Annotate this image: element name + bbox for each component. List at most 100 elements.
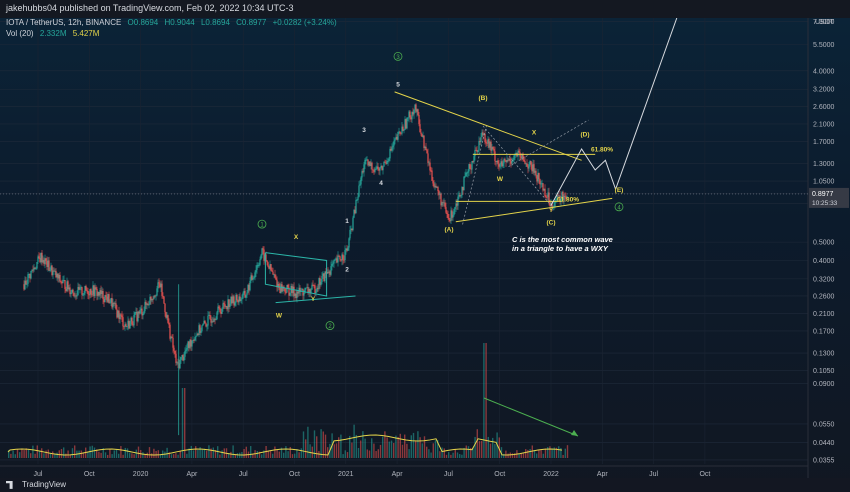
candle-body bbox=[478, 141, 480, 151]
candle-body bbox=[119, 314, 121, 320]
candle-body bbox=[250, 275, 252, 281]
candle-body bbox=[443, 202, 445, 204]
candle-body bbox=[542, 183, 544, 191]
candle-body bbox=[495, 161, 497, 163]
volume-bar bbox=[474, 436, 476, 458]
candle-body bbox=[242, 293, 244, 299]
candle-body bbox=[466, 172, 468, 174]
candle-body bbox=[451, 210, 453, 218]
price-tick-label: 0.0550 bbox=[813, 421, 835, 428]
candle-body bbox=[92, 285, 94, 295]
volume-bar bbox=[353, 424, 355, 458]
candle-body bbox=[61, 281, 63, 284]
candle-body bbox=[459, 195, 461, 197]
volume-bar bbox=[307, 426, 309, 458]
candle-body bbox=[472, 161, 474, 163]
candle-body bbox=[287, 284, 289, 288]
candle-body bbox=[110, 298, 112, 303]
candle-body bbox=[293, 286, 295, 297]
volume-bar bbox=[507, 453, 509, 458]
candle-body bbox=[389, 148, 391, 159]
candle-body bbox=[39, 257, 41, 263]
candle-body bbox=[493, 148, 495, 152]
candle-body bbox=[453, 209, 455, 216]
candle-body bbox=[426, 150, 428, 154]
tradingview-logo[interactable]: TradingView bbox=[6, 480, 66, 489]
candle-body bbox=[145, 301, 147, 305]
volume-bar bbox=[439, 451, 441, 458]
volume-bar bbox=[287, 451, 289, 458]
candle-body bbox=[532, 164, 534, 172]
candle-body bbox=[556, 195, 558, 200]
candle-body bbox=[26, 283, 28, 285]
candle-body bbox=[150, 296, 152, 301]
volume-bar bbox=[69, 454, 71, 458]
volume-bar bbox=[560, 447, 562, 458]
volume-bar bbox=[562, 454, 564, 458]
volume-bar bbox=[236, 453, 239, 458]
candle-body bbox=[142, 314, 144, 316]
candle-body bbox=[350, 228, 352, 230]
candle-body bbox=[382, 166, 384, 171]
candle-body bbox=[143, 310, 145, 315]
candle-body bbox=[507, 159, 509, 161]
wave-label: 2 bbox=[345, 266, 349, 273]
candle-body bbox=[66, 281, 68, 292]
volume-bar bbox=[419, 437, 421, 458]
candle-body bbox=[234, 302, 236, 306]
volume-bar bbox=[23, 450, 25, 458]
volume-bar bbox=[107, 454, 109, 458]
volume-bar bbox=[219, 454, 221, 458]
candle-body bbox=[252, 278, 254, 280]
candle-body bbox=[238, 296, 240, 303]
candle-body bbox=[512, 159, 514, 161]
candle-body bbox=[365, 159, 367, 161]
candle-body bbox=[405, 119, 407, 129]
candle-body bbox=[506, 159, 508, 163]
volume-bar bbox=[300, 448, 302, 458]
candle-body bbox=[510, 161, 512, 164]
volume-bar bbox=[500, 447, 503, 458]
candle-body bbox=[56, 273, 58, 278]
volume-bar bbox=[327, 447, 329, 458]
candle-body bbox=[223, 303, 225, 305]
candle-body bbox=[470, 168, 472, 170]
candle-body bbox=[445, 207, 447, 213]
candle-body bbox=[471, 161, 473, 170]
volume-bar bbox=[210, 448, 212, 458]
candle-body bbox=[438, 191, 440, 195]
candle-body bbox=[490, 141, 492, 151]
candle-body bbox=[221, 308, 223, 314]
candle-body bbox=[306, 287, 308, 289]
candle-body bbox=[125, 324, 127, 327]
candle-body bbox=[158, 282, 160, 284]
volume-bar bbox=[558, 446, 560, 458]
candle-body bbox=[450, 210, 452, 221]
candle-body bbox=[96, 288, 98, 296]
candle-body bbox=[504, 159, 506, 161]
candle-body bbox=[432, 180, 434, 184]
wave-label: 4 bbox=[617, 205, 621, 211]
candle-body bbox=[375, 168, 377, 170]
volume-bar bbox=[30, 453, 32, 458]
volume-bar bbox=[135, 449, 137, 458]
candle-body bbox=[502, 163, 504, 167]
candle-body bbox=[479, 141, 481, 142]
volume-bar bbox=[122, 454, 124, 458]
candle-body bbox=[362, 171, 364, 173]
candle-body bbox=[522, 153, 524, 160]
volume-bar bbox=[547, 447, 549, 458]
volume-ma-line bbox=[7, 434, 563, 456]
price-tick-label: 0.2600 bbox=[813, 293, 835, 300]
candle-body bbox=[167, 315, 169, 323]
candle-body bbox=[301, 289, 303, 291]
candle-body bbox=[98, 291, 100, 296]
candles bbox=[23, 103, 568, 436]
candle-body bbox=[376, 166, 378, 169]
candle-body bbox=[47, 260, 49, 268]
candle-body bbox=[351, 228, 353, 231]
candle-body bbox=[327, 271, 329, 273]
candle-body bbox=[126, 326, 128, 328]
candle-body bbox=[444, 202, 446, 208]
